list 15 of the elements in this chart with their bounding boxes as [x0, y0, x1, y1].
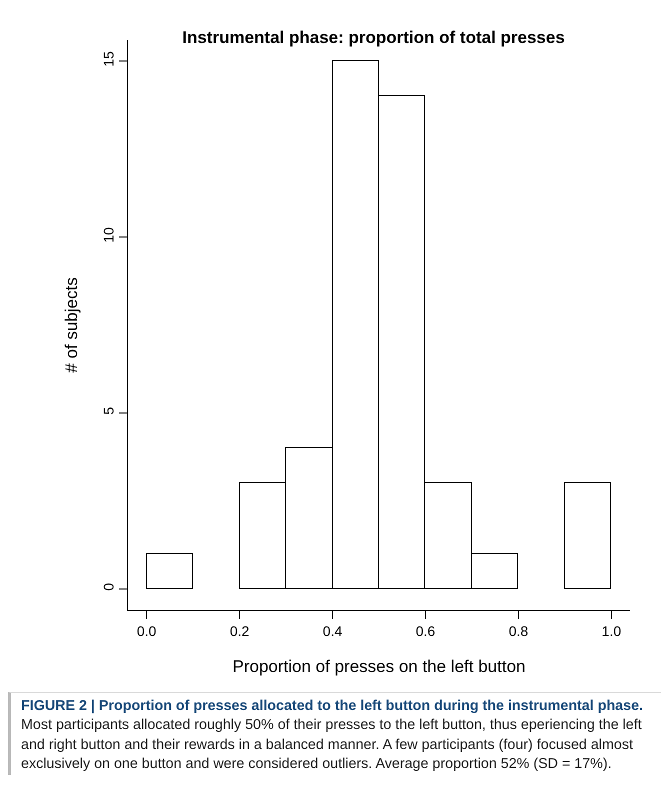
x-tick-label: 0.8 — [508, 622, 528, 639]
x-axis-title: Proportion of presses on the left button — [232, 657, 526, 676]
x-tick-label: 1.0 — [602, 622, 622, 639]
x-tick-label: 0.6 — [416, 622, 436, 639]
chart-title: Instrumental phase: proportion of total presses — [182, 28, 565, 47]
x-tick-label: 0.4 — [322, 622, 342, 639]
y-tick-label: 0 — [100, 582, 116, 591]
x-tick-label: 0.2 — [230, 622, 250, 639]
y-tick-label: 5 — [100, 406, 116, 415]
y-axis-title: # of subjects — [62, 277, 81, 373]
text: Most participants allocated roughly 50% of their presses to the left button, thus eperiencing the left and right button and their rewards in a balanced manner. A few participants (four) focused almost exclusively on one button and were considered outliers. Average proportion 52% (SD = 17%). — [21, 717, 642, 772]
x-tick-label: 0.0 — [136, 622, 157, 639]
y-tick-label: 15 — [100, 51, 116, 67]
y-tick-label: 10 — [100, 226, 116, 243]
caption: FIGURE 2 | Proportion of presses allocated to the left button during the instrumental phase. — [21, 698, 643, 714]
